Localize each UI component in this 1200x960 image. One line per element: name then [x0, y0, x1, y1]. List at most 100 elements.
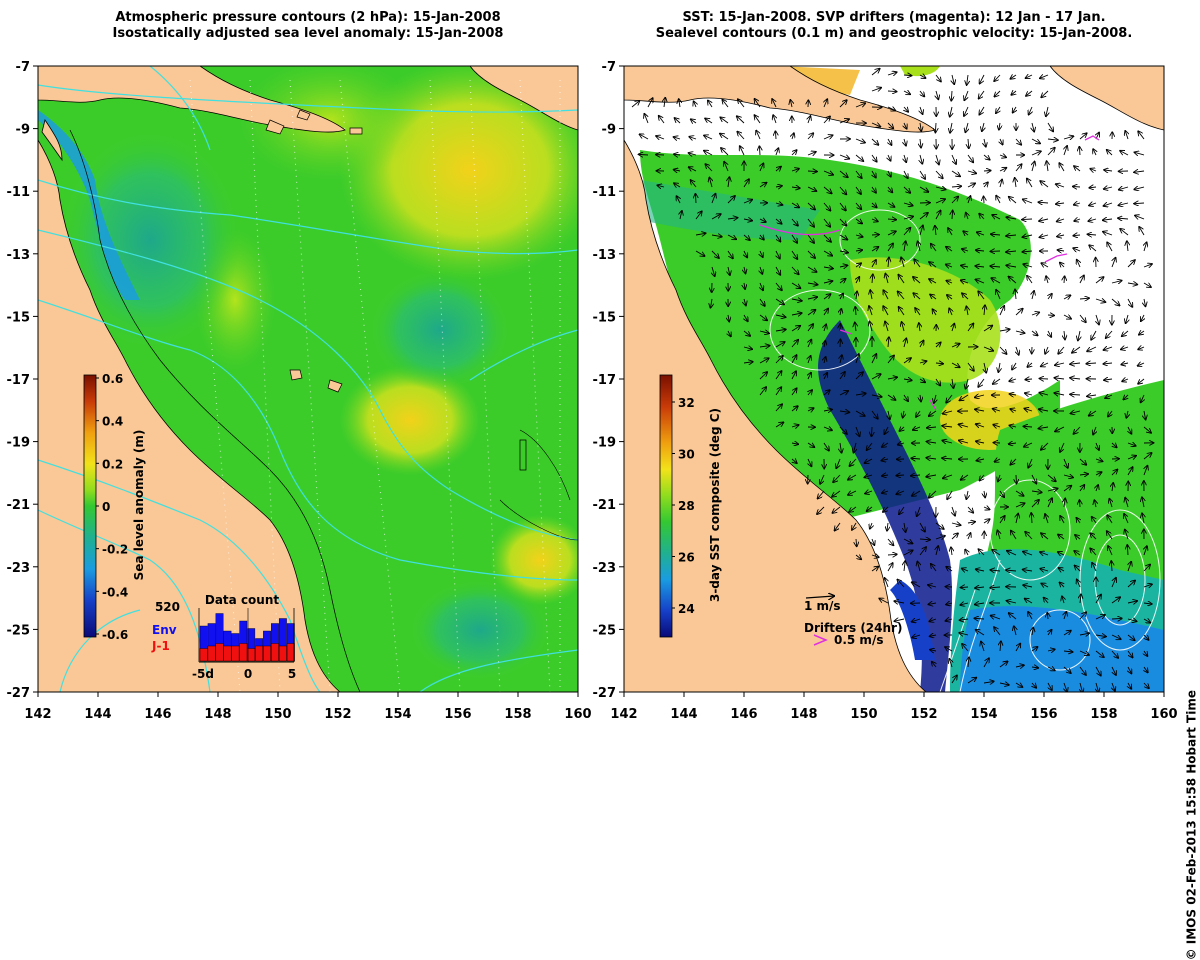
inset-j1-bar	[255, 646, 262, 661]
right-ytick-label: -27	[593, 686, 617, 701]
inset-j1-bar	[224, 646, 231, 661]
left-xtick-label: 142	[24, 707, 51, 722]
right-ytick-label: -23	[593, 561, 617, 576]
velocity-arrow	[775, 131, 776, 139]
velocity-arrow	[759, 146, 760, 155]
left-ytick-label: -25	[7, 623, 31, 638]
inset-j1-bar	[263, 646, 270, 661]
inset-env-label: Env	[152, 623, 177, 637]
right-colorbar-tick: 28	[678, 499, 695, 513]
right-xtick-label: 156	[1030, 707, 1057, 722]
right-xtick-label: 152	[910, 707, 937, 722]
velocity-arrow	[952, 211, 953, 219]
right-ytick-label: -21	[593, 498, 617, 513]
inset-count: 520	[155, 600, 180, 614]
velocity-arrow	[695, 194, 696, 203]
right-xtick-label: 146	[730, 707, 757, 722]
left-ytick-label: -15	[7, 310, 31, 325]
right-ytick-label: -13	[593, 248, 617, 263]
left-ytick-label: -27	[7, 686, 31, 701]
velocity-arrow	[1073, 186, 1080, 187]
left-colorbar-tick: -0.2	[102, 543, 128, 557]
right-xtick-label: 142	[610, 707, 637, 722]
velocity-arrow	[1025, 379, 1032, 380]
left-xtick-label: 160	[564, 707, 591, 722]
left-ytick-label: -19	[7, 436, 31, 451]
left-colorbar-tick: -0.4	[102, 585, 128, 599]
right-colorbar	[660, 375, 672, 637]
inset-j1-bar	[200, 649, 207, 662]
left-colorbar-label: Sea level anomaly (m)	[132, 430, 146, 581]
velocity-arrow	[639, 154, 648, 155]
inset-j1-bar	[216, 644, 223, 662]
map-figure: 142 144 146 148 150 152 154 156 158 160 -7 -9 -11 -13…	[0, 0, 1200, 750]
right-xtick-label: 158	[1090, 707, 1117, 722]
drifter-scale-label: 0.5 m/s	[834, 633, 883, 647]
inset-j1-bar	[287, 644, 294, 662]
velocity-arrow	[808, 171, 817, 172]
right-colorbar-tick: 24	[678, 602, 695, 616]
left-ytick-label: -9	[16, 123, 30, 138]
velocity-arrow	[1079, 500, 1080, 507]
left-colorbar-tick: 0.6	[102, 372, 123, 386]
left-xtick-label: 158	[504, 707, 531, 722]
inset-xtick-0: -5d	[192, 667, 214, 681]
left-colorbar-tick: -0.6	[102, 628, 128, 642]
inset-j1-bar	[232, 646, 239, 661]
left-ytick-label: -23	[7, 561, 31, 576]
right-colorbar-tick: 30	[678, 448, 695, 462]
right-ytick-label: -7	[602, 60, 616, 75]
left-ytick-label: -17	[7, 373, 31, 388]
right-colorbar-tick: 26	[678, 551, 695, 565]
inset-j1-bar	[208, 646, 215, 661]
velocity-arrow	[904, 75, 912, 76]
right-xtick-label: 150	[850, 707, 877, 722]
velocity-arrow	[1079, 147, 1080, 155]
right-colorbar-tick: 32	[678, 396, 695, 410]
imos-watermark: © IMOS 02-Feb-2013 15:58 Hobart Time	[1184, 690, 1198, 960]
inset-xtick-1: 0	[244, 667, 252, 681]
left-ytick-label: -7	[16, 60, 30, 75]
velocity-arrow	[935, 123, 936, 132]
left-xtick-label: 144	[84, 707, 111, 722]
left-xtick-label: 150	[264, 707, 291, 722]
left-colorbar-tick: 0.4	[102, 415, 123, 429]
left-xtick-label: 146	[144, 707, 171, 722]
right-colorbar-label: 3-day SST composite (deg C)	[708, 408, 722, 602]
right-ytick-label: -11	[593, 185, 617, 200]
left-xtick-label: 156	[444, 707, 471, 722]
left-xtick-label: 148	[204, 707, 231, 722]
right-map-panel	[624, 66, 1164, 693]
inset-title: Data count	[205, 593, 280, 607]
right-ytick-label: -25	[593, 623, 617, 638]
right-ytick-label: -9	[602, 123, 616, 138]
velocity-arrow	[896, 475, 904, 476]
inset-j1-bar	[279, 646, 286, 661]
right-xtick-label: 154	[970, 707, 997, 722]
right-ytick-label: -19	[593, 436, 617, 451]
velocity-arrow	[1064, 276, 1065, 283]
velocity-arrow	[1024, 426, 1032, 427]
right-ytick-label: -17	[593, 373, 617, 388]
right-xtick-label: 148	[790, 707, 817, 722]
inset-j1-bar	[248, 649, 255, 662]
right-xtick-label: 160	[1150, 707, 1177, 722]
sla-low-south	[410, 580, 550, 680]
velocity-arrow	[1022, 219, 1032, 220]
velocity-arrow	[961, 587, 968, 588]
velocity-arrow	[888, 91, 897, 92]
left-colorbar-tick: 0.2	[102, 457, 123, 471]
left-xtick-label: 154	[384, 707, 411, 722]
inset-j1-bar	[240, 644, 247, 662]
left-ytick-label: -13	[7, 248, 31, 263]
sla-low-central	[370, 270, 510, 390]
right-xtick-label: 144	[670, 707, 697, 722]
left-xtick-label: 152	[324, 707, 351, 722]
left-colorbar-tick: 0	[102, 500, 110, 514]
left-ytick-label: -21	[7, 498, 31, 513]
inset-xtick-2: 5	[288, 667, 296, 681]
left-ytick-label: -11	[7, 185, 31, 200]
velocity-arrow	[1112, 618, 1122, 619]
velocity-scale-label: 1 m/s	[804, 599, 841, 613]
right-ytick-label: -15	[593, 310, 617, 325]
